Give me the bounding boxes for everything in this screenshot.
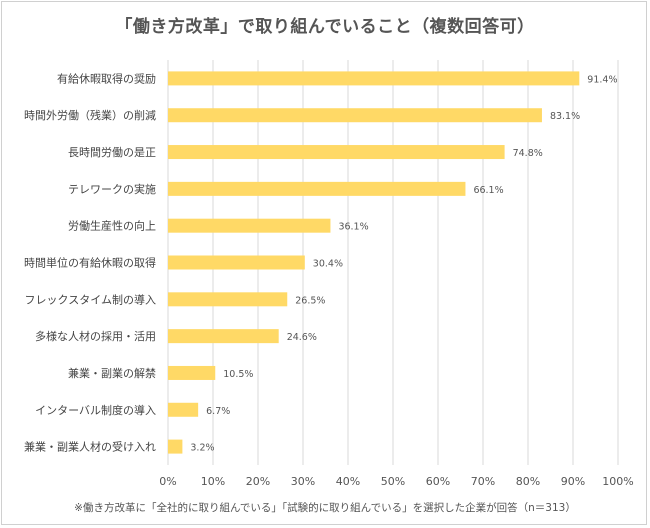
labels: 0% 10% 20% 30% 40% 50% 60% 70% 80% 90% 100% 有給休暇取得の… <box>24 71 634 488</box>
bars <box>168 71 580 454</box>
bar <box>168 181 466 196</box>
category-label: 兼業・副業の解禁 <box>68 366 156 380</box>
value-label: 36.1% <box>338 222 368 233</box>
bar <box>168 329 279 344</box>
category-label: テレワークの実施 <box>68 182 156 196</box>
chart-title: 「働き方改革」で取り組んでいること（複数回答可） <box>115 17 535 37</box>
x-tick-label: 90% <box>561 475 585 488</box>
bar <box>168 292 288 307</box>
bar <box>168 145 505 160</box>
bar <box>168 365 216 380</box>
x-tick-label: 10% <box>201 475 225 488</box>
category-label: 長時間労働の是正 <box>68 145 156 159</box>
bar <box>168 71 580 86</box>
bar <box>168 218 331 233</box>
gridlines <box>167 60 619 465</box>
footnote: ※働き方改革に「全社的に取り組んでいる」「試験的に取り組んでいる」を選択した企業… <box>74 502 576 514</box>
category-label: インターバル制度の導入 <box>35 403 156 417</box>
value-label: 26.5% <box>295 295 325 306</box>
x-tick-label: 50% <box>381 475 405 488</box>
x-tick-label: 70% <box>471 475 495 488</box>
x-tick-label: 60% <box>426 475 450 488</box>
bar <box>168 255 305 270</box>
x-tick-label: 0% <box>159 475 176 488</box>
x-tick-label: 40% <box>336 475 360 488</box>
bar <box>168 402 199 417</box>
x-tick-label: 30% <box>291 475 315 488</box>
value-label: 66.1% <box>473 185 503 196</box>
value-label: 24.6% <box>287 332 317 343</box>
x-tick-label: 20% <box>246 475 270 488</box>
category-label: 時間単位の有給休暇の取得 <box>24 256 156 270</box>
category-label: 労働生産性の向上 <box>68 219 156 233</box>
value-label: 74.8% <box>513 148 543 159</box>
category-label: 有給休暇取得の奨励 <box>57 71 156 85</box>
value-label: 3.2% <box>190 443 214 454</box>
category-label: 多様な人材の採用・活用 <box>35 329 156 343</box>
value-label: 10.5% <box>223 369 253 380</box>
value-label: 6.7% <box>206 406 230 417</box>
value-label: 30.4% <box>313 259 343 270</box>
x-tick-label: 80% <box>516 475 540 488</box>
value-label: 91.4% <box>587 74 617 85</box>
category-label: 兼業・副業人材の受け入れ <box>24 440 156 454</box>
bar <box>168 108 542 123</box>
category-label: フレックスタイム制の導入 <box>25 292 156 306</box>
category-label: 時間外労働（残業）の削減 <box>24 108 156 122</box>
x-tick-label: 100% <box>602 475 633 488</box>
bar <box>168 439 183 454</box>
value-label: 83.1% <box>550 111 580 122</box>
